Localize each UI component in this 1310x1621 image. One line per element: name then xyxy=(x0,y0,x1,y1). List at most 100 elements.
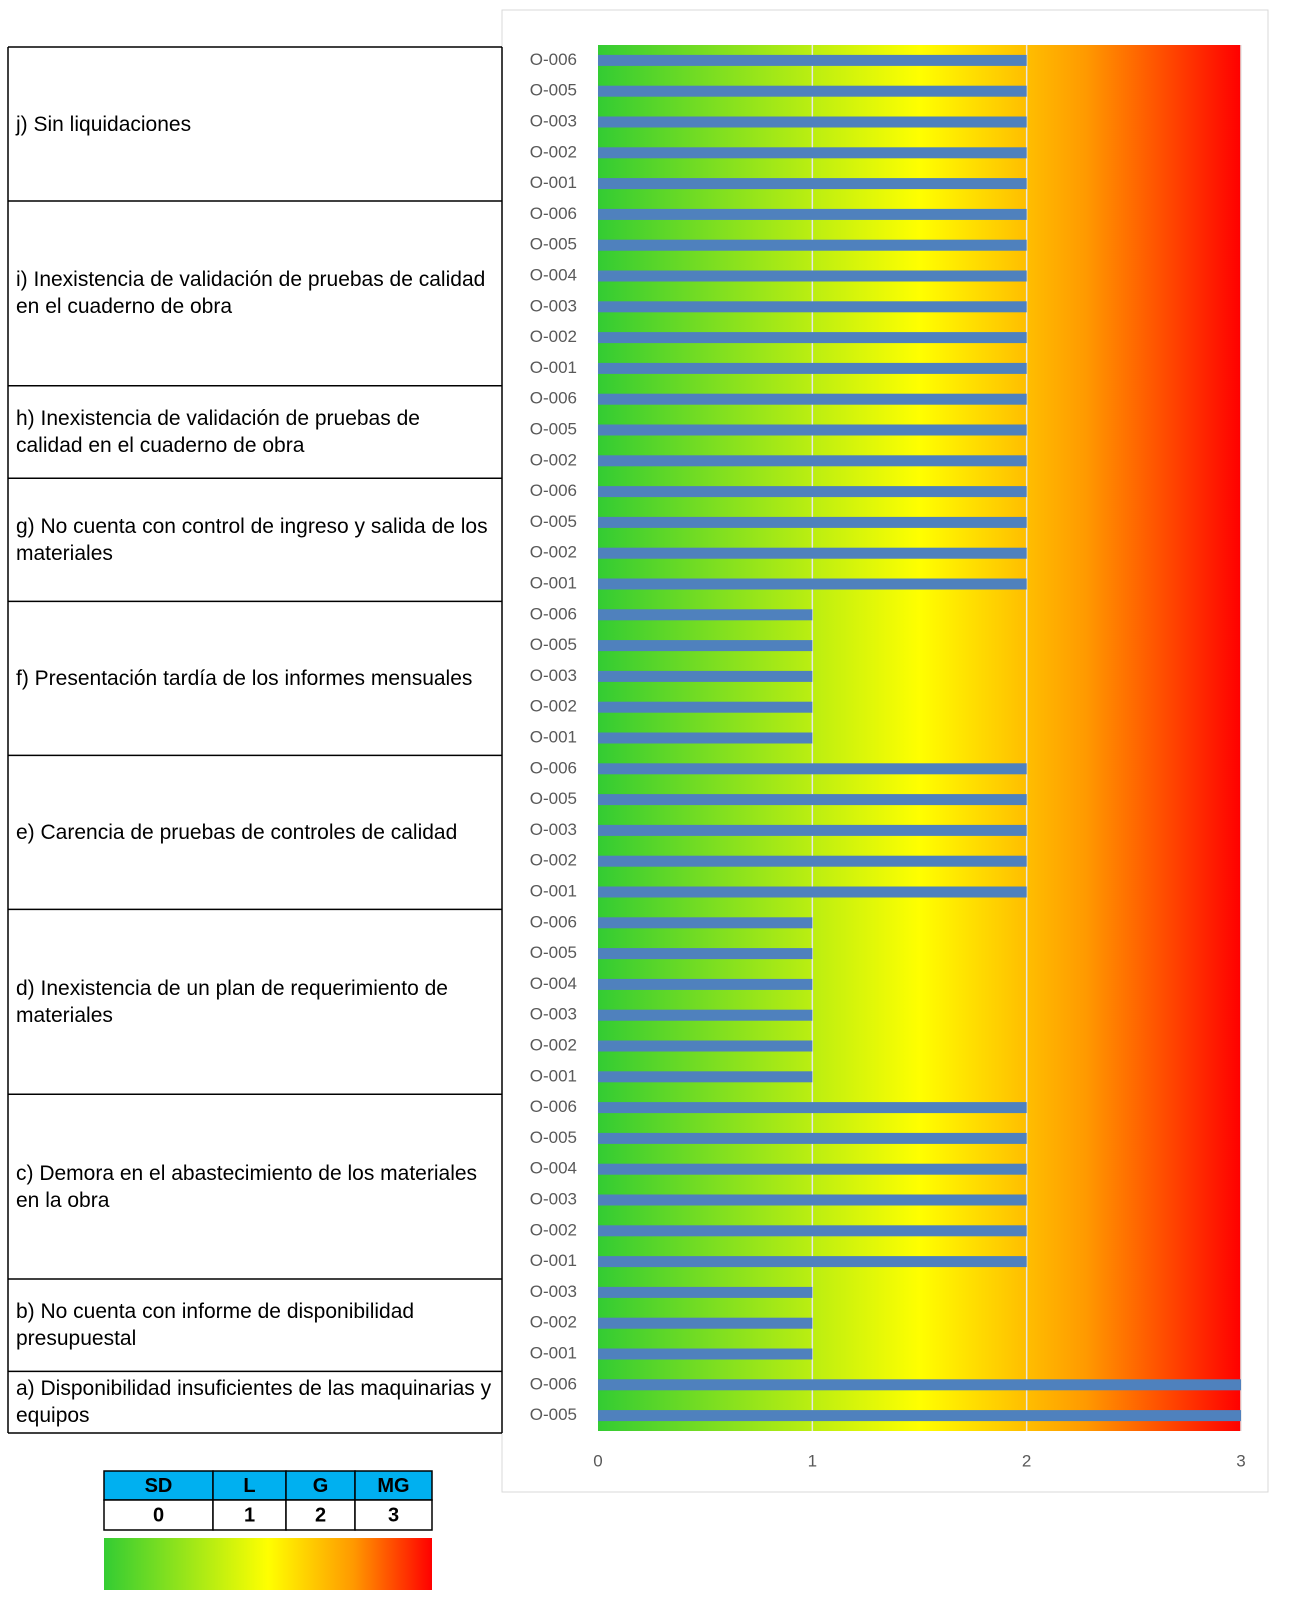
y-tick-label: O-002 xyxy=(530,697,577,716)
legend-header: SD xyxy=(145,1475,173,1497)
x-tick-label: 1 xyxy=(808,1451,817,1470)
bar xyxy=(598,486,1027,498)
legend-header: L xyxy=(243,1475,255,1497)
y-tick-label: O-001 xyxy=(530,1066,577,1085)
group-cell: d) Inexistencia de un plan de requerimie… xyxy=(16,976,448,1027)
y-tick-label: O-002 xyxy=(530,543,577,562)
bar xyxy=(598,147,1027,159)
y-tick-label: O-003 xyxy=(530,1005,577,1024)
y-tick-label: O-005 xyxy=(530,419,577,438)
bar xyxy=(598,640,813,652)
legend-value: 2 xyxy=(315,1504,326,1526)
group-label: e) Carencia de pruebas de controles de c… xyxy=(16,820,458,844)
y-tick-label: O-003 xyxy=(530,820,577,839)
y-tick-label: O-002 xyxy=(530,142,577,161)
group-label: h) Inexistencia de validación de pruebas… xyxy=(16,406,420,457)
legend-header-cell xyxy=(103,1470,214,1501)
bar xyxy=(598,424,1027,436)
bar xyxy=(598,547,1027,559)
bar xyxy=(598,301,1027,313)
group-cell: i) Inexistencia de validación de pruebas… xyxy=(16,268,486,319)
y-tick-label: O-002 xyxy=(530,1313,577,1332)
group-label: j) Sin liquidaciones xyxy=(16,112,192,136)
group-cell: a) Disponibilidad insuficientes de las m… xyxy=(16,1377,491,1427)
bar xyxy=(598,178,1027,190)
bar xyxy=(598,609,813,621)
bar xyxy=(598,1225,1027,1237)
bar xyxy=(598,270,1027,282)
bar xyxy=(598,116,1027,128)
y-tick-label: O-001 xyxy=(530,1251,577,1270)
group-cell: g) No cuenta con control de ingreso y sa… xyxy=(16,514,488,565)
y-tick-label: O-002 xyxy=(530,327,577,346)
bar xyxy=(598,670,813,682)
y-tick-label: O-002 xyxy=(530,1220,577,1239)
legend-header-cell xyxy=(212,1470,287,1501)
group-label: b) No cuenta con informe de disponibilid… xyxy=(16,1300,415,1351)
y-tick-label: O-005 xyxy=(530,512,577,531)
bar xyxy=(598,239,1027,251)
y-tick-label: O-005 xyxy=(530,235,577,254)
y-tick-label: O-002 xyxy=(530,1035,577,1054)
bar xyxy=(598,1317,813,1329)
bar xyxy=(598,1040,813,1052)
bar xyxy=(598,701,813,713)
group-cell: b) No cuenta con informe de disponibilid… xyxy=(16,1300,415,1351)
y-tick-label: O-006 xyxy=(530,604,577,623)
y-tick-label: O-006 xyxy=(530,912,577,931)
bar xyxy=(598,1410,1241,1422)
y-tick-label: O-003 xyxy=(530,296,577,315)
x-tick-label: 2 xyxy=(1022,1451,1031,1470)
y-tick-label: O-001 xyxy=(530,727,577,746)
bar xyxy=(598,948,813,960)
legend-value: 1 xyxy=(244,1504,255,1526)
bar xyxy=(598,1071,813,1083)
y-tick-label: O-006 xyxy=(530,204,577,223)
y-tick-label: O-002 xyxy=(530,450,577,469)
bar xyxy=(598,54,1027,66)
bar xyxy=(598,855,1027,867)
bar xyxy=(598,85,1027,97)
y-tick-label: O-006 xyxy=(530,1374,577,1393)
legend-value-cell xyxy=(103,1499,214,1531)
bar xyxy=(598,978,813,990)
legend-value-cell xyxy=(354,1499,433,1531)
y-tick-label: O-005 xyxy=(530,1405,577,1424)
group-cell: f) Presentación tardía de los informes m… xyxy=(16,666,473,690)
group-cell: c) Demora en el abastecimiento de los ma… xyxy=(16,1162,477,1212)
bar xyxy=(598,578,1027,590)
group-label: i) Inexistencia de validación de pruebas… xyxy=(16,268,486,319)
y-tick-label: O-001 xyxy=(530,358,577,377)
y-tick-label: O-001 xyxy=(530,1343,577,1362)
bar xyxy=(598,1132,1027,1144)
bar xyxy=(598,393,1027,405)
bar xyxy=(598,1102,1027,1114)
y-tick-label: O-006 xyxy=(530,50,577,69)
legend-header: G xyxy=(313,1475,329,1497)
bar xyxy=(598,794,1027,806)
y-tick-label: O-001 xyxy=(530,173,577,192)
bar xyxy=(598,332,1027,344)
y-tick-label: O-006 xyxy=(530,758,577,777)
y-tick-label: O-006 xyxy=(530,389,577,408)
y-tick-label: O-003 xyxy=(530,111,577,130)
y-tick-label: O-001 xyxy=(530,881,577,900)
x-tick-label: 3 xyxy=(1236,1451,1245,1470)
bar xyxy=(598,362,1027,374)
bar xyxy=(598,1379,1241,1391)
bar xyxy=(598,208,1027,220)
group-label: d) Inexistencia de un plan de requerimie… xyxy=(16,976,448,1027)
y-tick-label: O-006 xyxy=(530,1097,577,1116)
bar xyxy=(598,1286,813,1298)
group-label: f) Presentación tardía de los informes m… xyxy=(16,666,473,690)
y-tick-label: O-004 xyxy=(530,1159,577,1178)
bar xyxy=(598,1256,1027,1268)
bar xyxy=(598,763,1027,775)
group-label: g) No cuenta con control de ingreso y sa… xyxy=(16,514,488,565)
bar xyxy=(598,455,1027,467)
legend-value-cell xyxy=(285,1499,356,1531)
bar xyxy=(598,1009,813,1021)
y-tick-label: O-006 xyxy=(530,481,577,500)
group-cell: j) Sin liquidaciones xyxy=(16,112,192,136)
